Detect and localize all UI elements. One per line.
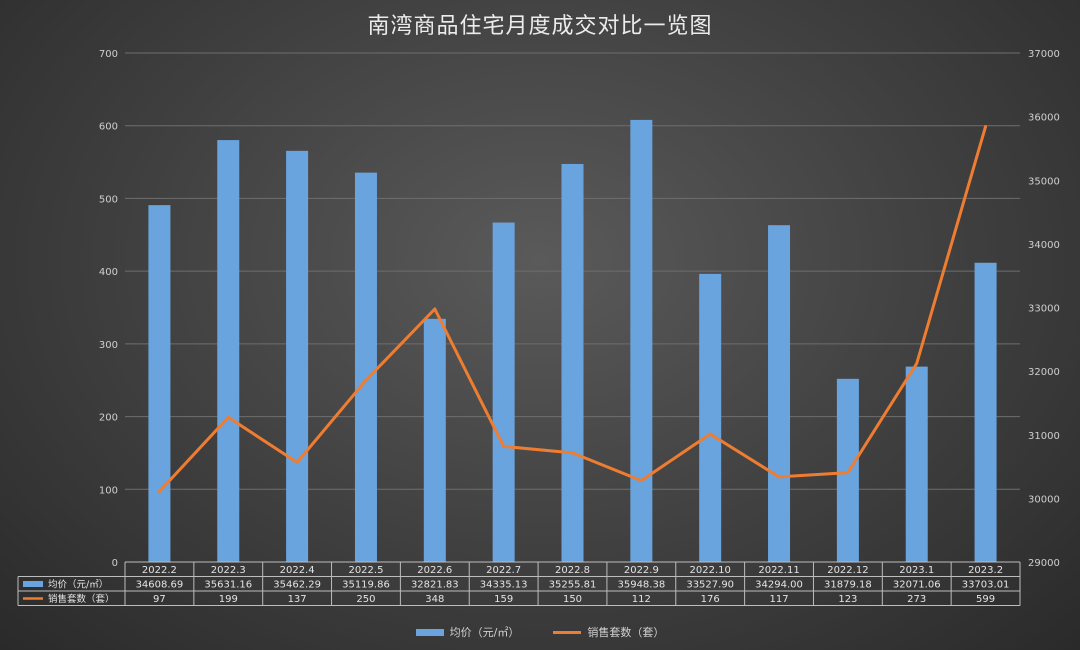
table-cell-price: 35119.86: [342, 580, 390, 591]
table-cell-units: 137: [288, 594, 307, 605]
y-right-tick-label: 37000: [1028, 49, 1060, 60]
line-point: [295, 460, 299, 464]
legend-bar-swatch: [415, 628, 444, 636]
table-cell-price: 34335.13: [480, 580, 528, 591]
line-point: [777, 475, 781, 479]
bar: [354, 172, 377, 562]
table-cell-units: 599: [976, 594, 995, 605]
bar: [630, 119, 653, 562]
table-cell-units: 176: [701, 594, 720, 605]
table-cell-price: 34608.69: [136, 580, 184, 591]
table-cell-price: 35255.81: [549, 580, 597, 591]
table-cell-units: 250: [356, 594, 375, 605]
x-tick-label: 2022.9: [624, 565, 659, 576]
x-tick-label: 2022.10: [690, 565, 731, 576]
table-cell-units: 117: [769, 594, 788, 605]
x-tick-label: 2022.12: [827, 565, 868, 576]
legend-line-label: 销售套数（套）: [587, 626, 665, 639]
table-cell-units: 159: [494, 594, 513, 605]
line-point: [846, 471, 850, 475]
y-left-tick-label: 0: [112, 558, 118, 569]
line-point: [433, 307, 437, 311]
y-right-tick-label: 32000: [1028, 367, 1060, 378]
bar: [974, 262, 997, 562]
x-tick-label: 2022.6: [417, 565, 452, 576]
y-left-tick-label: 600: [99, 122, 118, 133]
table-row-header: 均价（元/㎡）: [48, 579, 108, 591]
table-cell-units: 273: [907, 594, 926, 605]
chart-legend: 均价（元/㎡） 销售套数（套）: [0, 624, 1080, 640]
table-cell-price: 31879.18: [824, 580, 872, 591]
table-cell-price: 35631.16: [204, 580, 252, 591]
chart-title: 南湾商品住宅月度成交对比一览图: [367, 14, 713, 39]
x-tick-label: 2023.2: [968, 565, 1003, 576]
x-tick-label: 2022.2: [142, 565, 177, 576]
table-cell-units: 97: [153, 594, 166, 605]
x-tick-label: 2022.3: [211, 565, 246, 576]
y-left-tick-label: 200: [99, 413, 118, 424]
line-point: [708, 432, 712, 436]
table-cell-price: 32821.83: [411, 580, 459, 591]
y-right-tick-label: 36000: [1028, 113, 1060, 124]
y-left-tick-label: 300: [99, 340, 118, 351]
y-left-tick-label: 100: [99, 485, 118, 496]
bar: [561, 163, 584, 562]
y-right-tick-label: 31000: [1028, 431, 1060, 442]
y-right-tick-label: 29000: [1028, 558, 1060, 569]
legend-item-line: 销售套数（套）: [553, 624, 664, 640]
x-tick-label: 2022.5: [348, 565, 383, 576]
table-cell-price: 32071.06: [893, 580, 941, 591]
table-cell-price: 33703.01: [962, 580, 1010, 591]
x-tick-label: 2022.4: [280, 565, 315, 576]
table-cell-units: 123: [838, 594, 857, 605]
table-row-header: 销售套数（套）: [48, 593, 115, 605]
line-point: [364, 378, 368, 382]
bar: [768, 225, 791, 562]
line-point: [915, 361, 919, 365]
x-tick-label: 2022.11: [758, 565, 799, 576]
line-point: [502, 444, 506, 448]
bar: [148, 205, 171, 562]
bar: [492, 222, 515, 562]
x-tick-label: 2022.7: [486, 565, 521, 576]
y-right-tick-label: 33000: [1028, 304, 1060, 315]
line-point: [571, 451, 574, 455]
bar: [217, 140, 240, 562]
table-cell-units: 348: [425, 594, 444, 605]
bar: [286, 150, 309, 562]
line-point: [984, 124, 988, 128]
legend-line-swatch: [553, 630, 582, 634]
table-cell-price: 34294.00: [755, 580, 803, 591]
legend-bar-label: 均价（元/㎡）: [449, 626, 520, 639]
table-cell-price: 35948.38: [617, 580, 665, 591]
x-tick-label: 2023.1: [899, 565, 934, 576]
y-left-tick-label: 400: [99, 267, 118, 278]
y-left-tick-label: 500: [99, 194, 118, 205]
table-cell-units: 112: [632, 594, 651, 605]
x-tick-label: 2022.8: [555, 565, 590, 576]
legend-item-bar: 均价（元/㎡）: [415, 624, 520, 640]
table-key-bar: [23, 581, 43, 587]
line-point: [226, 415, 230, 419]
y-right-tick-label: 34000: [1028, 240, 1060, 251]
bar: [423, 318, 446, 562]
bar: [699, 273, 722, 562]
line-point: [157, 489, 161, 493]
table-cell-price: 33527.90: [686, 580, 734, 591]
table-cell-units: 199: [219, 594, 238, 605]
table-cell-units: 150: [563, 594, 582, 605]
table-cell-price: 35462.29: [273, 580, 321, 591]
y-right-tick-label: 30000: [1028, 494, 1060, 505]
line-point: [639, 479, 643, 483]
bar: [905, 366, 928, 562]
y-right-tick-label: 35000: [1028, 176, 1060, 187]
y-left-tick-label: 700: [99, 49, 118, 60]
